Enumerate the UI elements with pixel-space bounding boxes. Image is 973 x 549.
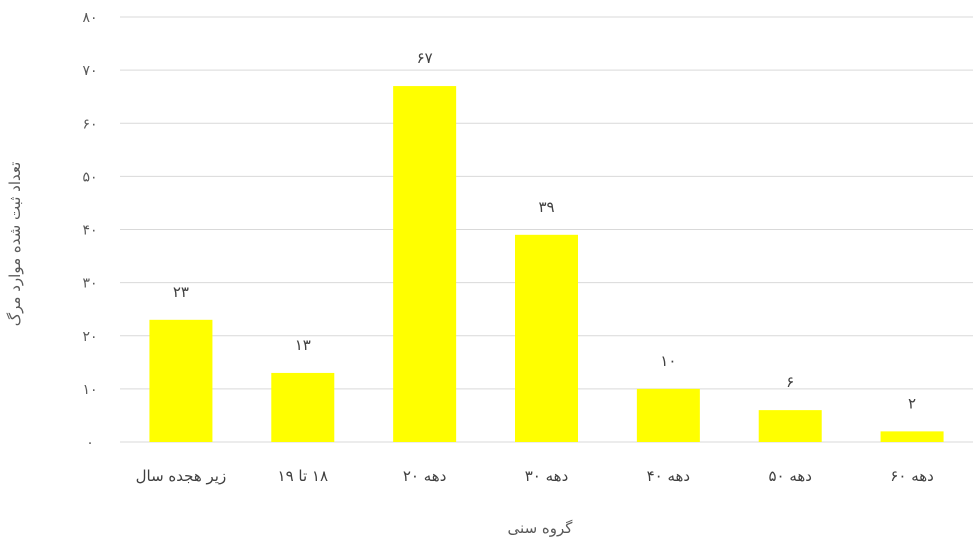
data-label: ۶۷	[417, 49, 433, 67]
y-tick-label: ۰	[86, 435, 94, 451]
bar	[393, 86, 457, 442]
bars	[149, 86, 944, 442]
x-category-label: دهه ۵۰	[768, 467, 812, 485]
bar	[880, 431, 944, 442]
bar	[758, 410, 822, 442]
x-category-label: دهه ۴۰	[647, 467, 691, 485]
x-category-label: دهه ۳۰	[525, 467, 569, 485]
data-label: ۲۳	[173, 283, 189, 301]
data-label: ۱۳	[295, 336, 311, 354]
data-label: ۳۹	[538, 198, 554, 216]
y-tick-label: ۸۰	[82, 10, 97, 26]
x-axis-category-labels: زیر هجده سال ۱۸ تا ۱۹ دهه ۲۰ دهه ۳۰ دهه ۴۰ ده…	[136, 467, 934, 485]
y-tick-label: ۴۰	[82, 223, 97, 239]
bar	[515, 234, 578, 442]
y-axis-tick-labels: ۰ ۱۰ ۲۰ ۳۰ ۴۰ ۵۰ ۶۰ ۷۰ ۸۰	[82, 10, 97, 451]
data-label: ۱۰	[660, 352, 676, 370]
data-label: ۲	[908, 394, 916, 412]
y-tick-label: ۳۰	[82, 276, 97, 292]
y-axis-title: تعداد ثبت شده موارد مرگ	[6, 162, 24, 327]
bar	[149, 319, 213, 442]
y-tick-label: ۶۰	[82, 116, 97, 132]
y-tick-label: ۲۰	[82, 329, 97, 345]
y-tick-label: ۵۰	[82, 169, 97, 185]
x-category-label: ۱۸ تا ۱۹	[278, 467, 329, 485]
x-axis-title: گروه سنی	[508, 519, 574, 537]
x-category-label: دهه ۲۰	[403, 467, 447, 485]
bar	[636, 388, 700, 442]
x-category-label: دهه ۶۰	[890, 467, 934, 485]
y-tick-label: ۱۰	[82, 382, 97, 398]
gridlines	[120, 16, 973, 443]
data-label: ۶	[786, 373, 794, 391]
bar	[271, 372, 335, 442]
x-category-label: زیر هجده سال	[136, 467, 227, 485]
y-tick-label: ۷۰	[82, 63, 97, 79]
data-labels: ۲۳ ۱۳ ۶۷ ۳۹ ۱۰ ۶ ۲	[173, 49, 916, 412]
